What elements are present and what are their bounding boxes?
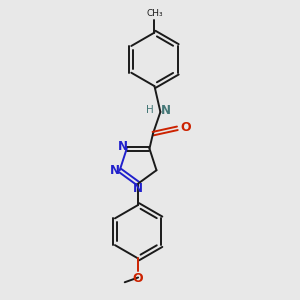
Text: N: N bbox=[118, 140, 128, 153]
Text: H: H bbox=[146, 106, 154, 116]
Text: N: N bbox=[133, 182, 143, 195]
Text: O: O bbox=[180, 121, 191, 134]
Text: CH₃: CH₃ bbox=[146, 9, 163, 18]
Text: O: O bbox=[133, 272, 143, 286]
Text: N: N bbox=[110, 164, 119, 177]
Text: N: N bbox=[161, 104, 171, 117]
